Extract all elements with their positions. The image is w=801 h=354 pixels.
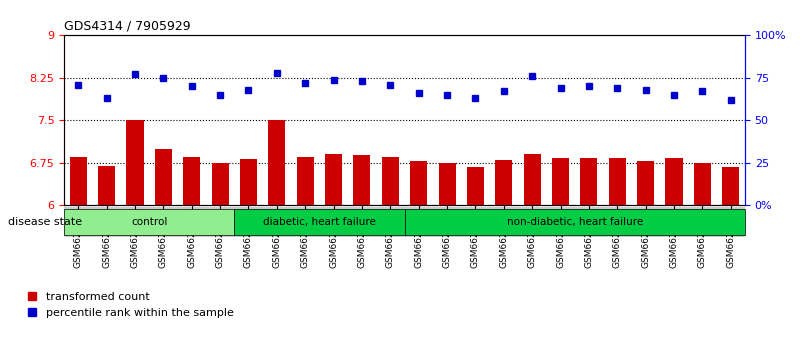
Text: non-diabetic, heart failure: non-diabetic, heart failure (506, 217, 643, 227)
Bar (552, 158, 569, 205)
Bar (495, 160, 513, 205)
Bar (296, 157, 314, 205)
Text: disease state: disease state (8, 217, 83, 227)
Bar (155, 149, 172, 205)
Bar (694, 163, 711, 205)
Bar (240, 159, 257, 205)
Text: diabetic, heart failure: diabetic, heart failure (263, 217, 376, 227)
Bar (467, 167, 484, 205)
Bar (524, 154, 541, 205)
Bar (581, 158, 598, 205)
Text: control: control (131, 217, 167, 227)
Bar (353, 155, 370, 205)
Bar (325, 154, 342, 205)
Bar (127, 120, 143, 205)
Bar (268, 120, 285, 205)
Bar (439, 164, 456, 205)
Bar (609, 158, 626, 205)
Bar (70, 157, 87, 205)
Bar (723, 167, 739, 205)
Legend: transformed count, percentile rank within the sample: transformed count, percentile rank withi… (22, 288, 239, 322)
Bar (183, 157, 200, 205)
Bar (211, 163, 228, 205)
Bar (637, 161, 654, 205)
Bar (382, 157, 399, 205)
Bar (410, 161, 427, 205)
Text: GDS4314 / 7905929: GDS4314 / 7905929 (64, 20, 191, 33)
Bar (98, 166, 115, 205)
Bar (666, 158, 682, 205)
